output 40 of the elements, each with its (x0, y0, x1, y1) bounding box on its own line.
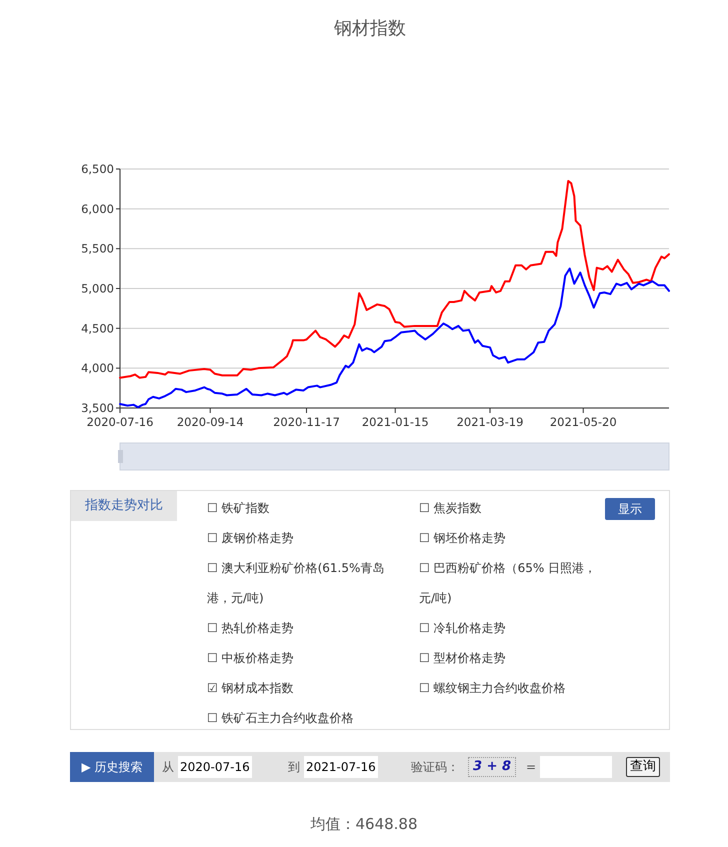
text: ▶ 历史搜索 (70, 752, 154, 782)
text: 验证码： (411, 759, 459, 776)
x-tick-label: 2021-01-15 (362, 415, 429, 429)
text: ☐ 冷轧价格走势 (419, 620, 507, 637)
text: = (526, 759, 536, 776)
y-tick-label: 3,500 (81, 401, 114, 415)
text: ☐ 钢坯价格走势 (419, 530, 507, 547)
text: ☐ 螺纹钢主力合约收盘价格 (419, 680, 567, 697)
text: ☐ 热轧价格走势 (207, 620, 295, 637)
text: 显示 (605, 498, 655, 520)
y-tick-label: 6,500 (81, 162, 114, 176)
x-tick-label: 2020-07-16 (86, 415, 154, 429)
text: ☐ 巴西粉矿价格（65% 日照港，元/吨) (419, 561, 596, 605)
text: ☐ 中板价格走势 (207, 650, 295, 667)
text: ☐ 铁矿石主力合约收盘价格 (207, 710, 355, 727)
y-tick-label: 4,500 (81, 321, 114, 336)
text: 到 (288, 759, 300, 776)
text: ☐ 型材价格走势 (419, 650, 507, 667)
line-series (119, 180, 670, 379)
y-tick-label: 5,000 (81, 282, 114, 296)
text: ☐ 废钢价格走势 (207, 530, 295, 547)
text: 均值：4648.88 (309, 815, 419, 834)
x-tick-label: 2020-11-17 (273, 415, 340, 429)
y-tick-label: 6,000 (81, 202, 114, 216)
text: 从 (162, 759, 174, 776)
text: 2021-07-16 (304, 756, 378, 778)
text: 2020-07-16 (178, 756, 252, 778)
text: ☐ 澳大利亚粉矿价格(61.5%青岛港，元/吨) (207, 561, 384, 605)
y-tick-label: 4,000 (81, 361, 114, 376)
x-tick-label: 2021-03-19 (456, 415, 524, 429)
x-tick-label: 2020-09-14 (176, 415, 244, 429)
text: 查询 (626, 757, 660, 777)
text: ☑ 钢材成本指数 (207, 680, 295, 697)
text: 3 + 8 (468, 757, 516, 777)
text: 指数走势对比 (71, 491, 177, 521)
y-tick-label: 5,500 (81, 242, 114, 256)
chart-title: 钢材指数 (333, 18, 406, 39)
x-tick-label: 2021-05-20 (550, 415, 617, 429)
text: ☐ 铁矿指数 (207, 500, 271, 517)
text: ☐ 焦炭指数 (419, 500, 483, 517)
